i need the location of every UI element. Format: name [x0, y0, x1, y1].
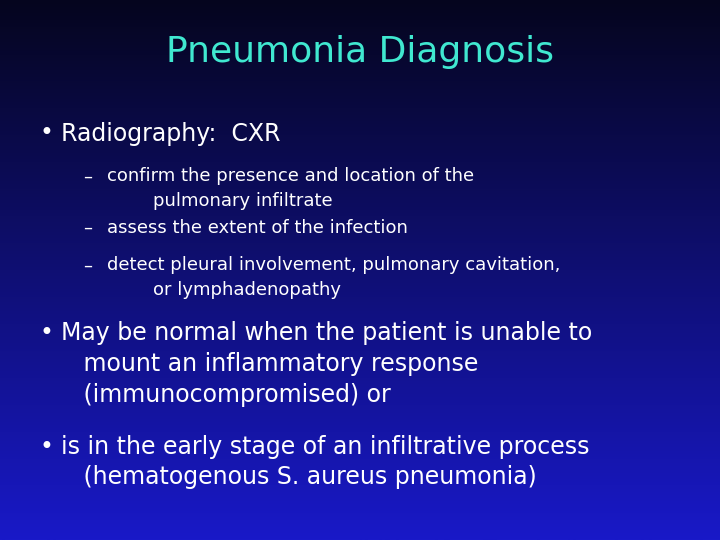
- Text: Pneumonia Diagnosis: Pneumonia Diagnosis: [166, 35, 554, 69]
- Text: –: –: [83, 256, 92, 274]
- Text: •: •: [40, 435, 53, 458]
- Text: •: •: [40, 122, 53, 145]
- Text: is in the early stage of an infiltrative process
   (hematogenous S. aureus pneu: is in the early stage of an infiltrative…: [61, 435, 590, 489]
- Text: assess the extent of the infection: assess the extent of the infection: [107, 219, 408, 237]
- Text: –: –: [83, 219, 92, 237]
- Text: May be normal when the patient is unable to
   mount an inflammatory response
  : May be normal when the patient is unable…: [61, 321, 593, 407]
- Text: Radiography:  CXR: Radiography: CXR: [61, 122, 281, 145]
- Text: detect pleural involvement, pulmonary cavitation,
        or lymphadenopathy: detect pleural involvement, pulmonary ca…: [107, 256, 560, 299]
- Text: •: •: [40, 321, 53, 345]
- Text: confirm the presence and location of the
        pulmonary infiltrate: confirm the presence and location of the…: [107, 167, 474, 210]
- Text: –: –: [83, 167, 92, 185]
